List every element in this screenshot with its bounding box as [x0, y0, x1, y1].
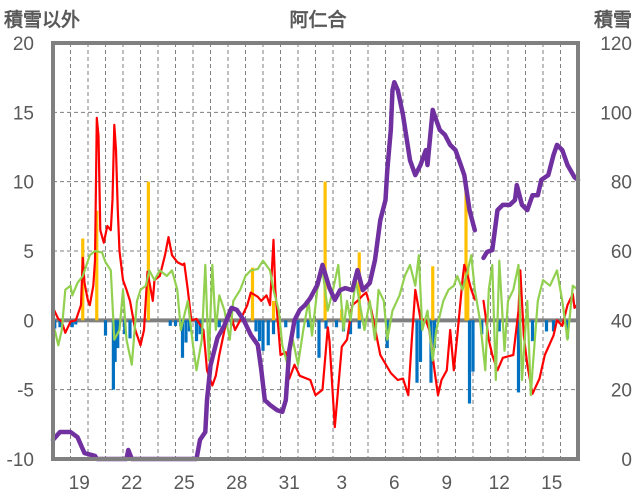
right-axis-tick-label: 120	[600, 34, 632, 55]
orange-bar	[323, 181, 327, 321]
gridlines	[53, 43, 578, 459]
blue-bar	[324, 320, 328, 329]
plot-frame	[51, 41, 580, 461]
right-axis-tick-label: 0	[621, 450, 632, 471]
left-axis-tick-label: 5	[23, 242, 34, 263]
x-axis-tick-label: 9	[441, 473, 452, 494]
blue-bar	[497, 320, 501, 332]
left-axis-tick-label: 10	[13, 173, 34, 194]
x-axis-tick-label: 15	[541, 473, 562, 494]
chart-title: 阿仁合	[289, 8, 347, 31]
blue-bar	[432, 320, 437, 349]
blue-bar	[198, 320, 202, 335]
right-axis-tick-label: 100	[600, 103, 632, 124]
blue-bar	[254, 320, 258, 332]
blue-bar	[194, 320, 199, 342]
blue-bar	[103, 320, 108, 336]
blue-bar	[173, 320, 178, 326]
orange-bar	[146, 181, 150, 321]
blue-bar	[168, 320, 172, 326]
blue-bar	[296, 320, 300, 339]
right-axis-tick-label: 40	[611, 311, 632, 332]
left-axis-title: 積雪以外	[4, 8, 80, 31]
blue-bar	[184, 320, 188, 343]
blue-bar	[317, 320, 321, 358]
blue-bar	[415, 320, 419, 383]
blue-bar	[261, 320, 265, 351]
blue-bar	[306, 320, 311, 328]
blue-bar	[471, 320, 475, 372]
x-axis-tick-label: 22	[121, 473, 142, 494]
orange-bar	[271, 300, 276, 321]
blue-bar	[180, 320, 185, 358]
x-axis-tick-label: 6	[389, 473, 400, 494]
blue-bar	[113, 320, 117, 362]
orange-bar	[95, 210, 99, 321]
line-series	[50, 79, 581, 462]
blue-bar	[467, 320, 472, 404]
blue-bar	[516, 320, 521, 393]
blue-bar	[418, 320, 423, 362]
blue-bar	[271, 320, 276, 335]
blue-bar	[348, 320, 353, 335]
orange-bar	[431, 266, 435, 321]
purple-series-line	[481, 142, 581, 261]
right-axis-tick-label: 60	[611, 242, 632, 263]
orange-bar	[466, 264, 470, 321]
blue-bar	[266, 320, 270, 346]
blue-bar	[334, 320, 339, 328]
blue-bar	[357, 320, 361, 329]
left-axis-tick-label: -10	[7, 450, 34, 471]
axis-labels: 積雪以外 阿仁合 積雪 20 15 10 5 0 -5 -10 120 100 80 60 40 20 0…	[4, 8, 632, 494]
blue-bar	[284, 320, 288, 328]
right-axis-tick-label: 80	[611, 173, 632, 194]
orange-bar	[357, 252, 361, 321]
x-axis-tick-label: 28	[226, 473, 247, 494]
blue-bar	[74, 320, 78, 325]
blue-bar	[187, 320, 192, 332]
x-axis-tick-label: 19	[69, 473, 90, 494]
green-series-line	[53, 249, 580, 397]
right-axis-tick-label: 20	[611, 381, 632, 402]
blue-bar	[551, 320, 556, 332]
blue-bar	[70, 320, 74, 328]
blue-bar	[530, 320, 535, 342]
left-axis-tick-label: 0	[23, 311, 34, 332]
x-axis-tick-label: 25	[174, 473, 195, 494]
left-axis-tick-label: 15	[13, 103, 34, 124]
plot-border	[51, 41, 580, 461]
right-axis-title: 積雪	[594, 8, 632, 31]
blue-bar	[128, 320, 132, 339]
purple-series-line	[50, 79, 478, 462]
left-axis-tick-label: -5	[17, 381, 34, 402]
blue-bar	[257, 320, 262, 342]
x-axis-tick-label: 12	[489, 473, 510, 494]
blue-bar	[111, 320, 115, 390]
x-axis-tick-label: 3	[336, 473, 347, 494]
x-axis-tick-label: 31	[279, 473, 300, 494]
orange-bar	[464, 183, 468, 321]
blue-bar	[58, 320, 62, 328]
left-axis-tick-label: 20	[13, 34, 34, 55]
blue-bar	[217, 320, 221, 328]
blue-bar	[544, 320, 549, 332]
